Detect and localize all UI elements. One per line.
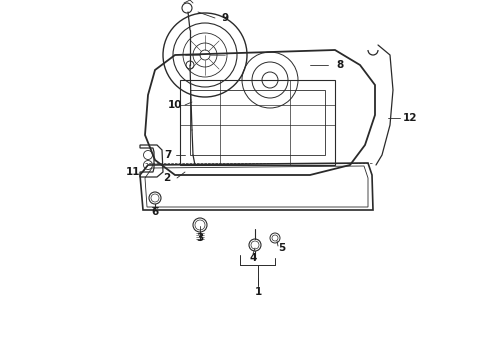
Text: 12: 12 [403, 113, 417, 123]
Text: 7: 7 [164, 150, 171, 160]
Text: 11: 11 [126, 167, 140, 177]
Text: 10: 10 [168, 100, 182, 110]
Text: 5: 5 [278, 243, 286, 253]
Text: 6: 6 [151, 207, 159, 217]
Text: 8: 8 [336, 60, 343, 70]
Text: 9: 9 [221, 13, 228, 23]
Text: 1: 1 [254, 287, 262, 297]
Text: 3: 3 [196, 233, 204, 243]
Text: 2: 2 [163, 173, 171, 183]
Text: 4: 4 [249, 253, 257, 263]
